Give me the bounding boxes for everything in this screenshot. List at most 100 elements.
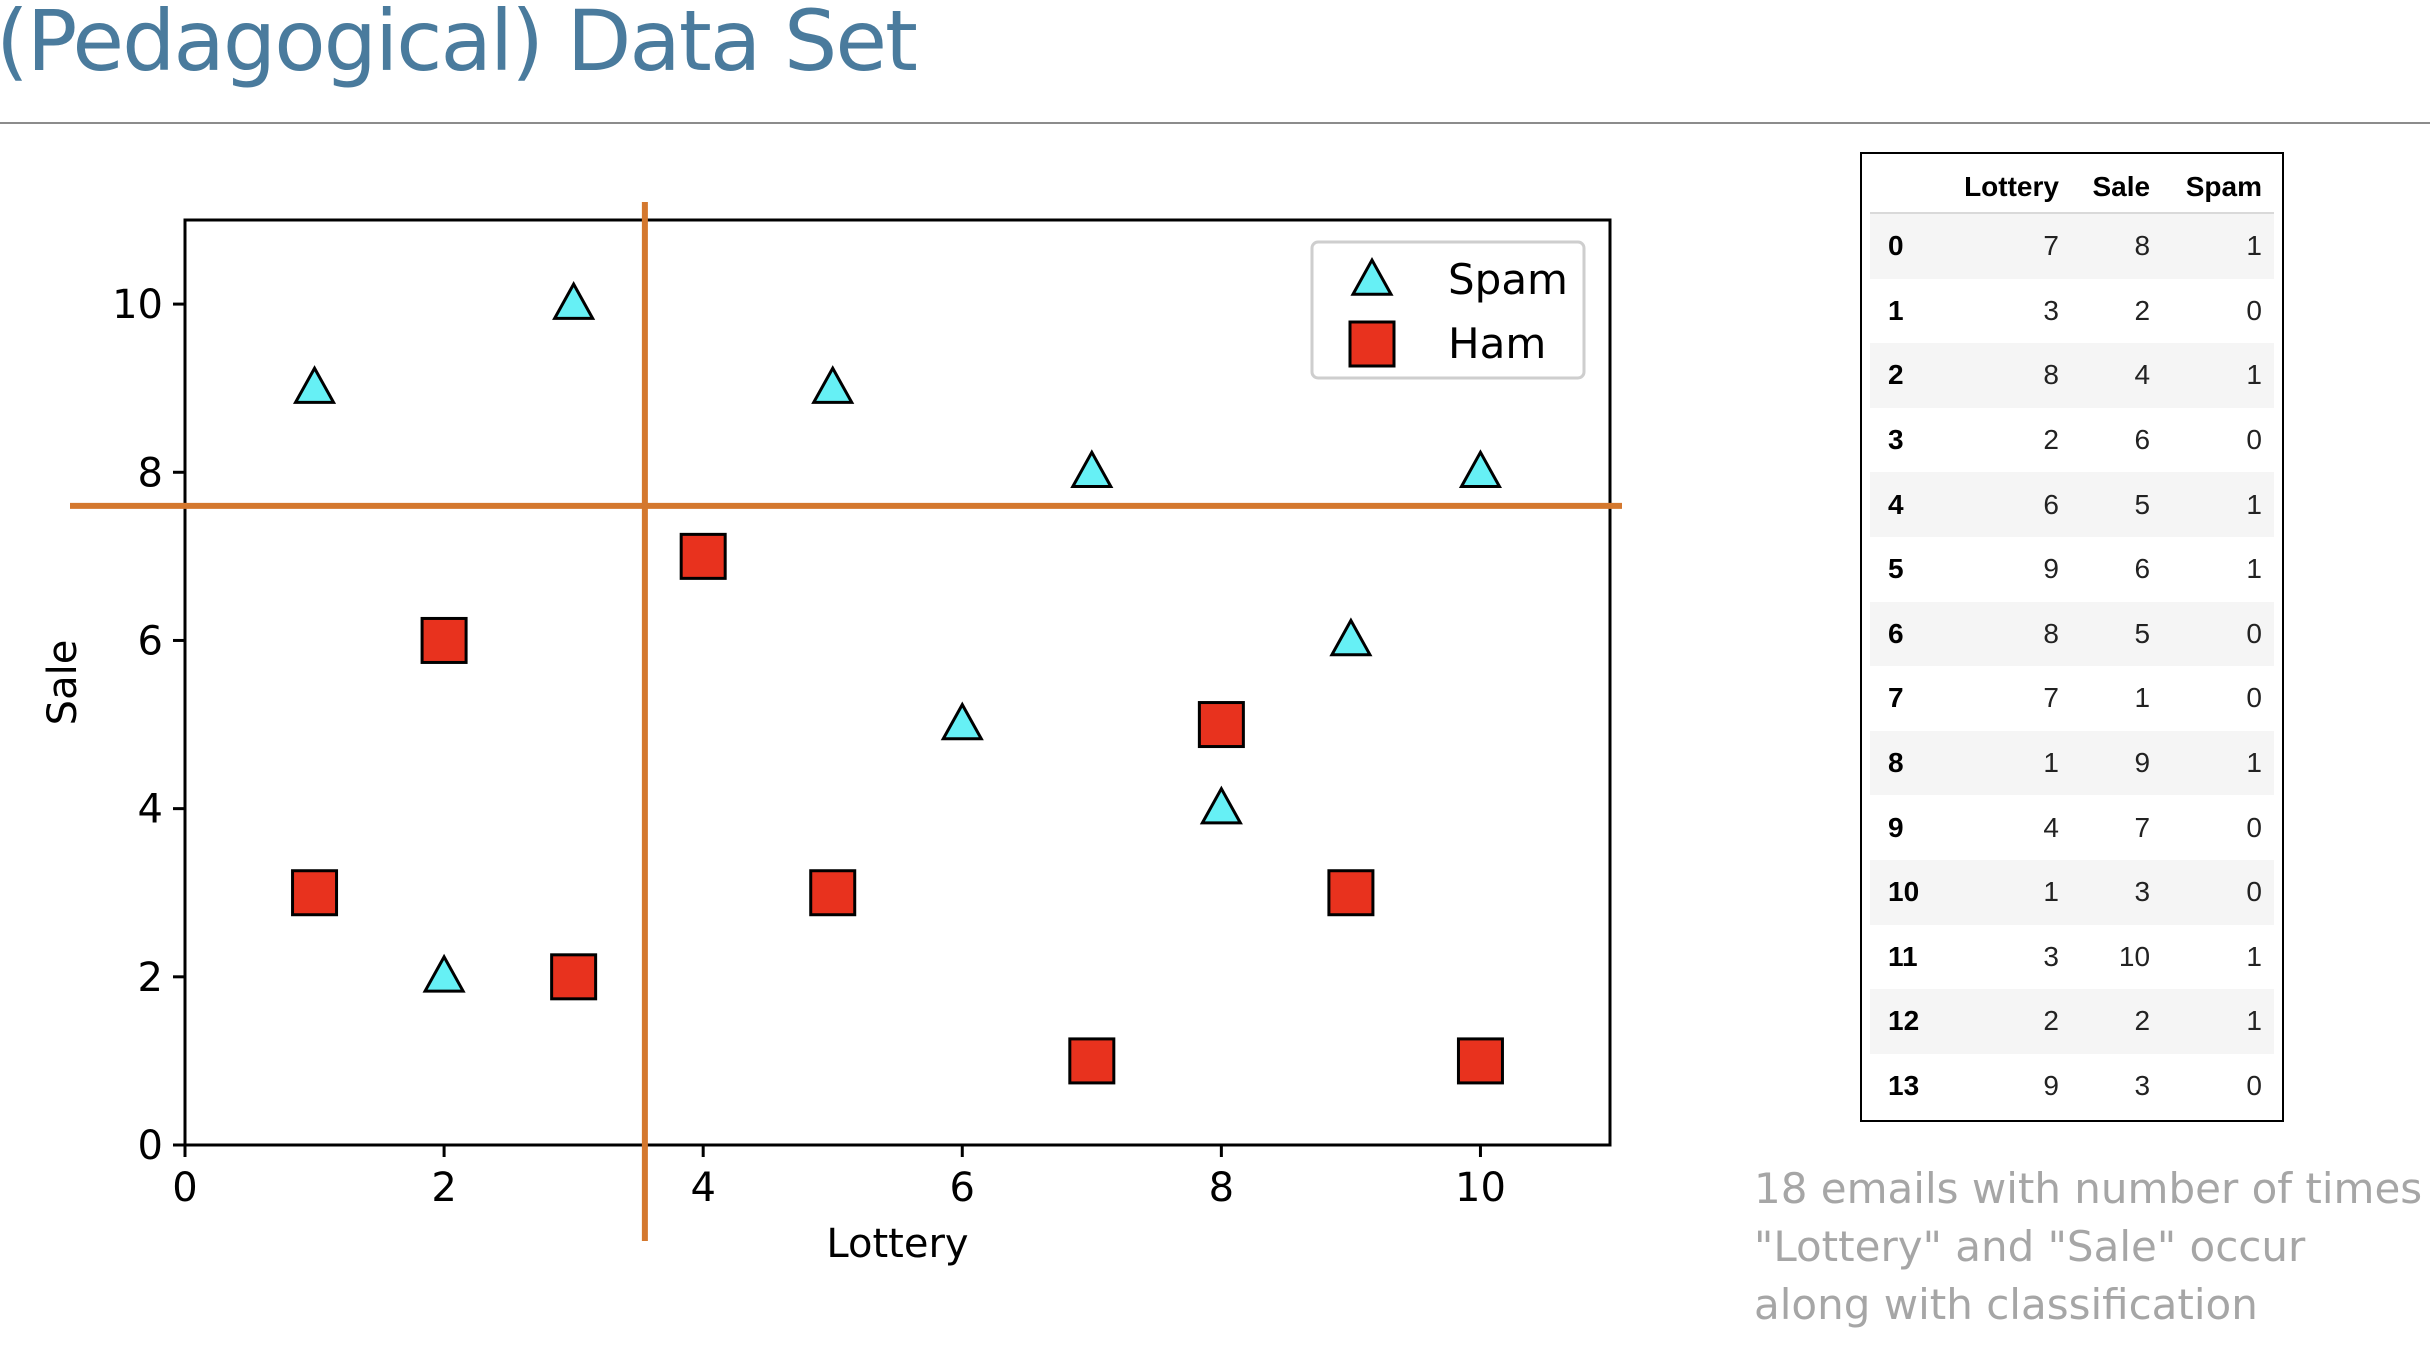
table-row-index: 0 — [1888, 230, 1904, 262]
table-cell: 1 — [2246, 359, 2262, 391]
ham-point — [420, 616, 468, 664]
table-row-index: 6 — [1888, 617, 1904, 649]
table-cell: 1 — [2246, 230, 2262, 262]
table-cell: 2 — [2043, 424, 2059, 456]
spam-point — [552, 281, 596, 320]
table-cell: 1 — [2246, 940, 2262, 972]
table-cell: 10 — [2118, 940, 2151, 972]
table-row: 9 4 7 0 — [1870, 795, 2274, 860]
table-cell: 9 — [2043, 553, 2059, 585]
table-header-spam: Spam — [2185, 171, 2262, 202]
table-cell: 7 — [2134, 811, 2151, 843]
x-tick-label: 8 — [1209, 1165, 1234, 1211]
legend-spam-marker — [1350, 256, 1394, 296]
spam-point — [292, 365, 337, 404]
ham-point — [1456, 1037, 1504, 1085]
table-cell: 1 — [2134, 682, 2151, 714]
table-cell: 0 — [2246, 876, 2262, 908]
table-cell: 4 — [2134, 359, 2151, 391]
ham-point — [550, 953, 598, 1001]
table-cell: 8 — [2134, 230, 2151, 262]
spam-point — [422, 953, 466, 993]
table-row: 6 8 5 0 — [1870, 601, 2274, 667]
table-cell: 6 — [2134, 553, 2151, 585]
table-cell: 3 — [2043, 940, 2059, 972]
caption: 18 emails with number of times "Lottery"… — [1754, 1164, 2423, 1329]
ham-point — [1327, 869, 1375, 917]
x-tick-label: 6 — [950, 1165, 975, 1211]
table-cell: 5 — [2134, 488, 2151, 520]
table-row: 7 7 1 0 — [1870, 666, 2274, 731]
spam-point — [940, 701, 984, 741]
table-cell: 3 — [2043, 294, 2059, 326]
y-tick-label: 8 — [138, 450, 163, 496]
y-tick-label: 10 — [112, 282, 163, 328]
table-row-index: 13 — [1888, 1070, 1920, 1102]
table-row: 13 9 3 0 — [1870, 1054, 2274, 1119]
table-cell: 0 — [2246, 617, 2262, 649]
table-cell: 4 — [2043, 811, 2059, 843]
table-row-index: 4 — [1888, 488, 1904, 520]
table-cell: 8 — [2043, 359, 2059, 391]
table-cell: 9 — [2134, 747, 2151, 779]
table-row-index: 2 — [1888, 359, 1904, 391]
table-header-sale: Sale — [2092, 171, 2151, 202]
table-row-index: 9 — [1888, 811, 1904, 843]
table-cell: 1 — [2246, 1005, 2262, 1037]
table-cell: 3 — [2134, 1070, 2151, 1102]
table-cell: 3 — [2134, 876, 2151, 908]
table-cell: 1 — [2043, 876, 2059, 908]
spam-point — [1329, 617, 1373, 657]
scatter-chart: 0 2 4 6 8 10 0 2 4 6 8 10 Lottery Sale Spam Ham — [40, 202, 1622, 1267]
table-cell: 6 — [2134, 424, 2151, 456]
table-cell: 0 — [2246, 811, 2262, 843]
table-row-index: 3 — [1888, 424, 1904, 456]
table-header-row: Lottery Sale Spam — [1870, 162, 2274, 213]
ham-point — [1197, 701, 1245, 749]
table-row-index: 11 — [1888, 940, 1918, 972]
y-tick-label: 2 — [138, 955, 163, 1001]
ham-point — [809, 869, 857, 917]
x-tick-label: 4 — [690, 1165, 715, 1211]
table-cell: 2 — [2043, 1005, 2059, 1037]
table-row-index: 7 — [1888, 682, 1904, 714]
legend-spam-label: Spam — [1448, 255, 1568, 304]
table-cell: 5 — [2134, 617, 2151, 649]
table-cell: 0 — [2246, 682, 2262, 714]
table-row: 3 2 6 0 — [1870, 408, 2274, 473]
table-row: 2 8 4 1 — [1870, 343, 2274, 408]
y-tick-label: 6 — [138, 618, 163, 664]
table-cell: 6 — [2043, 488, 2059, 520]
table-row: 0 7 8 1 — [1870, 213, 2274, 279]
y-axis-label: Sale — [40, 640, 86, 726]
ham-point — [679, 532, 727, 580]
spam-point — [811, 365, 855, 404]
x-tick-label: 2 — [431, 1165, 456, 1211]
table-cell: 1 — [2246, 747, 2262, 779]
table-cell: 2 — [2134, 294, 2151, 326]
table-row-index: 8 — [1888, 747, 1904, 779]
spam-point — [1458, 449, 1503, 489]
table-row-index: 5 — [1888, 553, 1904, 585]
table-cell: 1 — [2246, 488, 2262, 520]
ham-point — [1068, 1037, 1116, 1085]
x-axis-label: Lottery — [826, 1221, 968, 1267]
table-row: 12 2 2 1 — [1870, 989, 2274, 1054]
table-cell: 9 — [2043, 1070, 2059, 1102]
title-divider — [0, 122, 2430, 124]
table-row: 8 1 9 1 — [1870, 730, 2274, 796]
table-row: 11 3 10 1 — [1870, 925, 2274, 990]
table-row-index: 10 — [1888, 876, 1920, 908]
table-row-index: 1 — [1888, 294, 1904, 326]
table-row: 1 3 2 0 — [1870, 279, 2274, 344]
table-cell: 7 — [2043, 230, 2059, 262]
x-tick-label: 10 — [1455, 1165, 1506, 1211]
table-cell: 0 — [2246, 1070, 2262, 1102]
table-cell: 0 — [2246, 424, 2262, 456]
y-tick-label: 0 — [138, 1123, 163, 1169]
ham-point — [291, 869, 339, 917]
table-row: 5 9 6 1 — [1870, 537, 2274, 602]
legend-ham-marker — [1348, 320, 1396, 368]
